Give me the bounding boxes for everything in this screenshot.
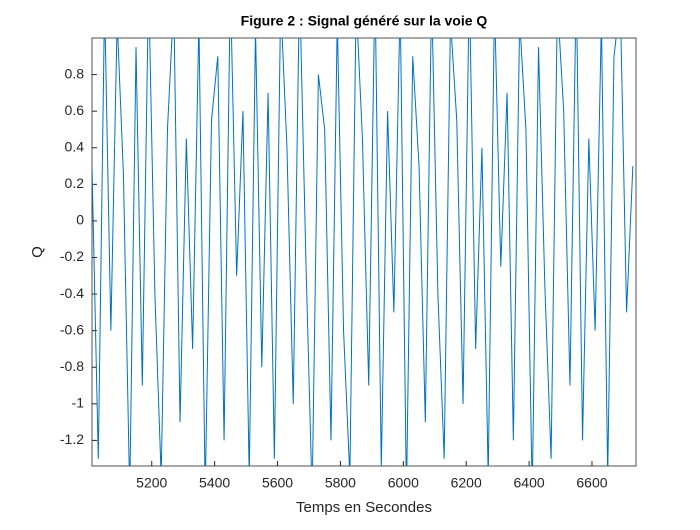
y-tick-label: -0.2 (60, 248, 84, 264)
y-axis-label: Q (29, 246, 46, 258)
x-tick-label: 6200 (451, 475, 482, 491)
axes-box (91, 37, 637, 467)
y-tick-label: -0.4 (60, 285, 84, 301)
y-tick-label: 0 (76, 212, 84, 228)
y-tick-label: -1.2 (60, 431, 84, 447)
x-tick-label: 6600 (576, 475, 607, 491)
y-tick-label: 0.2 (65, 175, 85, 191)
x-tick-label: 5200 (136, 475, 167, 491)
x-tick-label: 6000 (388, 475, 419, 491)
y-tick-label: -0.6 (60, 321, 84, 337)
chart-title: Figure 2 : Signal généré sur la voie Q (241, 13, 488, 29)
y-tick-label: 0.4 (65, 138, 85, 154)
x-tick-label: 5400 (199, 475, 230, 491)
data-line (92, 38, 634, 466)
y-tick-label: 0.8 (65, 65, 85, 81)
y-tick-label: -0.8 (60, 358, 84, 374)
y-tick-label: -1 (72, 395, 85, 411)
x-axis-label: Temps en Secondes (296, 499, 432, 516)
x-tick-label: 5600 (262, 475, 293, 491)
x-tick-label: 6400 (514, 475, 545, 491)
y-tick-label: 0.6 (65, 102, 85, 118)
x-tick-label: 5800 (325, 475, 356, 491)
